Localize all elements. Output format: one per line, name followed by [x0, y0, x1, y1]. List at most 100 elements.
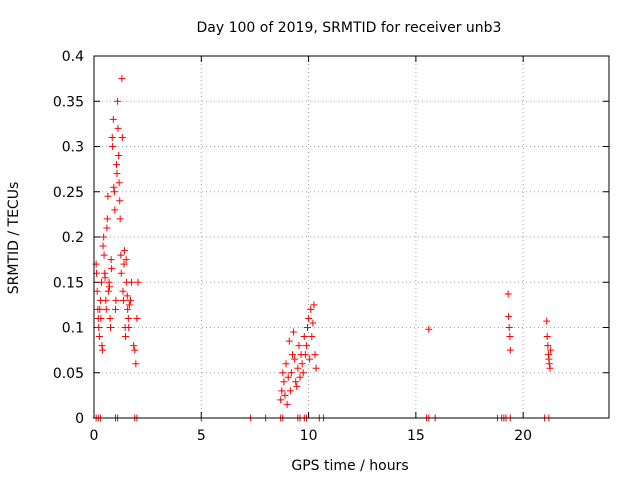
data-point-plus-marker [104, 287, 112, 295]
data-point-plus-marker [284, 373, 292, 381]
data-point-plus-marker [312, 364, 320, 372]
data-point-plus-marker [505, 324, 513, 331]
data-point-plus-marker [116, 197, 124, 205]
data-point-plus-marker [128, 278, 136, 286]
x-tick-label: 5 [197, 428, 206, 444]
data-point-plus-marker [100, 233, 108, 241]
data-point-plus-marker [115, 152, 123, 160]
data-point-plus-marker [133, 314, 141, 322]
data-point-plus-marker [283, 400, 291, 408]
data-point-plus-marker [117, 269, 125, 277]
data-point-plus-marker [286, 387, 294, 395]
data-point-plus-marker [306, 355, 314, 363]
data-point-plus-marker [125, 301, 133, 309]
data-point-plus-marker [93, 287, 101, 295]
data-point-plus-marker [124, 305, 132, 313]
data-point-plus-marker [425, 325, 433, 333]
y-tick-label: 0.35 [53, 94, 84, 110]
data-point-plus-marker [134, 278, 142, 286]
data-point-plus-marker [295, 342, 303, 350]
data-point-plus-marker [96, 305, 104, 313]
chart-title: Day 100 of 2019, SRMTID for receiver unb… [197, 20, 502, 36]
data-point-plus-marker [124, 314, 132, 322]
data-point-plus-marker [102, 296, 110, 304]
data-point-plus-marker [107, 324, 115, 331]
axis-ticks [93, 55, 609, 419]
data-point-plus-marker [300, 333, 308, 341]
data-point-plus-marker [98, 278, 106, 286]
data-point-plus-marker [109, 115, 117, 123]
data-point-plus-marker [119, 296, 127, 304]
data-point-plus-marker [298, 360, 306, 368]
data-point-plus-marker [504, 290, 512, 298]
data-point-plus-marker [287, 369, 295, 377]
x-tick-label: 20 [514, 428, 532, 444]
data-point-plus-marker [105, 283, 113, 291]
data-point-plus-marker [112, 296, 120, 304]
x-tick-label: 10 [300, 428, 318, 444]
data-point-plus-marker [103, 215, 111, 223]
data-point-plus-marker [301, 351, 309, 359]
data-point-plus-marker [99, 346, 107, 354]
data-point-plus-marker [115, 179, 123, 187]
y-tick-label: 0.4 [62, 49, 84, 65]
data-point-plus-marker [107, 256, 115, 264]
y-tick-label: 0.05 [53, 366, 84, 382]
data-point-plus-marker [114, 124, 122, 132]
data-point-plus-marker [506, 333, 514, 341]
data-point-plus-marker [109, 143, 117, 150]
data-point-plus-marker [288, 351, 296, 359]
data-point-plus-marker [130, 342, 138, 350]
data-point-plus-marker [546, 364, 554, 372]
x-axis-tick-labels: 0 5 10 15 20 [90, 428, 533, 444]
data-point-plus-marker [103, 224, 111, 232]
data-point-plus-marker [114, 97, 122, 105]
data-point-plus-marker [108, 265, 116, 273]
data-point-plus-marker [547, 346, 555, 354]
data-point-plus-marker [294, 364, 302, 372]
grid-lines [94, 56, 609, 418]
data-point-plus-marker [285, 337, 293, 345]
data-point-plus-marker [95, 333, 103, 341]
data-point-plus-marker [282, 360, 290, 368]
data-point-plus-marker [122, 333, 130, 341]
data-point-plus-marker [113, 161, 121, 169]
data-point-plus-marker [543, 333, 551, 341]
data-point-plus-marker [132, 360, 140, 368]
data-point-plus-marker [125, 324, 133, 331]
data-point-plus-marker [544, 342, 552, 350]
y-axis-label: SRMTID / TECUs [6, 182, 22, 295]
data-point-plus-marker [304, 324, 312, 331]
data-point-plus-marker [126, 296, 134, 304]
data-point-plus-marker [97, 314, 105, 322]
data-point-plus-marker [101, 274, 109, 282]
data-point-plus-marker [111, 305, 119, 313]
data-point-plus-marker [278, 387, 286, 395]
data-point-plus-marker [118, 75, 126, 83]
data-point-plus-marker [106, 314, 114, 322]
plot-frame [93, 55, 610, 419]
data-point-plus-marker [123, 292, 131, 300]
y-axis-tick-labels: 0 0.05 0.1 0.15 0.2 0.25 0.3 0.35 0.4 [53, 49, 84, 427]
y-tick-label: 0.15 [53, 275, 84, 291]
x-tick-label: 15 [407, 428, 425, 444]
data-point-plus-marker [120, 247, 128, 255]
data-point-plus-marker [116, 215, 124, 223]
y-tick-label: 0.25 [53, 185, 84, 201]
data-point-plus-marker [292, 378, 300, 386]
data-point-plus-marker [281, 391, 289, 399]
y-tick-label: 0 [75, 411, 84, 427]
data-point-plus-marker [290, 328, 298, 336]
data-point-plus-marker [99, 242, 107, 250]
data-point-plus-marker [505, 313, 513, 321]
y-tick-label: 0.1 [62, 321, 84, 337]
data-point-plus-marker [305, 314, 313, 322]
data-point-plus-marker [309, 319, 317, 327]
data-point-plus-marker [100, 251, 108, 259]
data-point-plus-marker [120, 260, 128, 268]
data-point-plus-marker [277, 396, 285, 404]
data-point-plus-marker [110, 183, 118, 191]
data-point-plus-marker [95, 324, 103, 331]
data-point-plus-marker [102, 305, 110, 313]
